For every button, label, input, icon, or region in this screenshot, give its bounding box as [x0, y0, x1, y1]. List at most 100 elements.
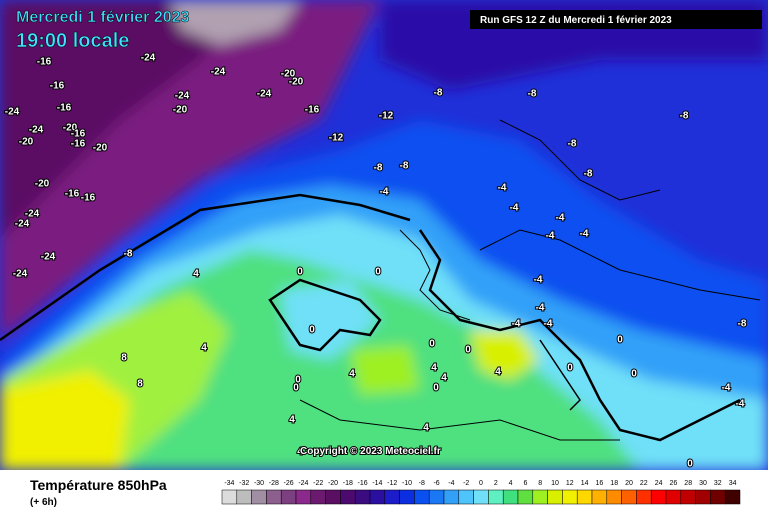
run-box — [470, 10, 762, 29]
lead-time: (+ 6h) — [30, 497, 57, 508]
legend-label: 18 — [610, 480, 618, 487]
contour-label: 0 — [375, 267, 381, 278]
contour-label: -12 — [329, 133, 344, 144]
contour-label: -24 — [257, 89, 272, 100]
legend-swatch — [636, 489, 652, 505]
contour-label: -4 — [498, 183, 507, 194]
legend-swatch — [547, 489, 563, 505]
contour-label: -16 — [71, 139, 86, 150]
legend-swatch — [310, 489, 326, 505]
legend-label: -16 — [358, 480, 368, 487]
contour-label: 0 — [617, 335, 623, 346]
legend-label: 26 — [670, 480, 678, 487]
contour-label: -4 — [544, 319, 553, 330]
run-info: Run GFS 12 Z du Mercredi 1 février 2023 — [480, 15, 672, 26]
contour-label: -4 — [536, 303, 545, 314]
legend-swatch — [384, 489, 400, 505]
contour-label: -16 — [71, 129, 86, 140]
contour-label: -8 — [124, 249, 133, 260]
legend-swatch — [325, 489, 341, 505]
contour-label: -8 — [584, 169, 593, 180]
legend-swatch — [221, 489, 238, 505]
legend-swatch — [665, 489, 682, 505]
contour-label: -20 — [281, 69, 296, 80]
contour-label: 0 — [567, 363, 573, 374]
contour-label: -8 — [680, 111, 689, 122]
legend-swatch — [562, 489, 578, 505]
legend-label: 30 — [699, 480, 707, 487]
coastlines — [0, 119, 761, 442]
contour-label: -24 — [211, 67, 226, 78]
legend-swatch — [458, 489, 474, 505]
legend-label: 2 — [494, 480, 498, 487]
contour-label: -8 — [568, 139, 577, 150]
contour-label: -24 — [15, 219, 30, 230]
legend-label: 22 — [640, 480, 648, 487]
legend-swatch — [399, 489, 415, 505]
legend-swatch — [606, 489, 622, 505]
color-legend: -34 -32 -30 -28 -26 -24 -22 -20 -18 -16 -14 -12 -10-… — [221, 480, 741, 505]
contour-label: 4 — [495, 367, 501, 378]
legend-label: 10 — [551, 480, 559, 487]
contour-label: 4 — [431, 363, 437, 374]
legend-label: -2 — [463, 480, 469, 487]
contour-label: 0 — [631, 369, 637, 380]
legend-swatch — [354, 489, 371, 505]
contour-label: 4 — [297, 447, 303, 458]
contour-label: -4 — [510, 203, 519, 214]
contour-label: -24 — [175, 91, 190, 102]
contour-label: 4 — [289, 415, 295, 426]
legend-swatch — [695, 489, 711, 505]
legend-label: -24 — [298, 480, 308, 487]
contour-label: 0 — [309, 325, 315, 336]
legend-label: -12 — [387, 480, 397, 487]
legend-label: -18 — [343, 480, 353, 487]
contour-label: -20 — [289, 77, 304, 88]
contour-label: 4 — [349, 369, 355, 380]
contour-label: -20 — [19, 137, 34, 148]
legend-label: 32 — [714, 480, 722, 487]
contour-label: 0 — [433, 383, 439, 394]
contour-label: -24 — [29, 125, 44, 136]
legend-swatch — [236, 489, 252, 505]
legend-label: -22 — [313, 480, 323, 487]
legend-label: 12 — [566, 480, 574, 487]
legend-label: 4 — [509, 480, 513, 487]
legend-label: 20 — [625, 480, 633, 487]
contour-label: -4 — [546, 231, 555, 242]
legend-label: -8 — [419, 480, 425, 487]
contour-label: 0 — [687, 459, 693, 470]
variable-name: Température 850hPa — [30, 477, 167, 493]
legend-label: -28 — [269, 480, 279, 487]
contour-label: -24 — [41, 252, 56, 263]
legend-swatch — [414, 489, 430, 505]
legend-swatch — [280, 489, 297, 505]
contour-label: -16 — [81, 193, 96, 204]
contour-label: -24 — [5, 107, 20, 118]
legend-label: 16 — [596, 480, 604, 487]
legend-swatch — [502, 489, 519, 505]
contour-label: 0 — [293, 383, 299, 394]
legend-swatch — [591, 489, 608, 505]
contour-label: 8 — [137, 379, 143, 390]
legend-label: -26 — [284, 480, 294, 487]
legend-swatch — [369, 489, 386, 505]
contour-label: 8 — [121, 353, 127, 364]
contour-label: -20 — [63, 123, 78, 134]
legend-swatch — [576, 489, 593, 505]
legend-label: 24 — [655, 480, 663, 487]
contour-label: 4 — [193, 269, 199, 280]
legend-swatch — [680, 489, 696, 505]
contour-label: -20 — [173, 105, 188, 116]
contour-label: -16 — [37, 57, 52, 68]
contour-label: -16 — [65, 189, 80, 200]
legend-label: 0 — [479, 480, 483, 487]
contour-label: -4 — [556, 213, 565, 224]
legend-label: -4 — [448, 480, 454, 487]
contour-label: -4 — [380, 187, 389, 198]
legend-swatch — [621, 489, 637, 505]
legend-label: -14 — [372, 480, 382, 487]
contour-label: -24 — [141, 53, 156, 64]
legend-swatch — [650, 489, 667, 505]
